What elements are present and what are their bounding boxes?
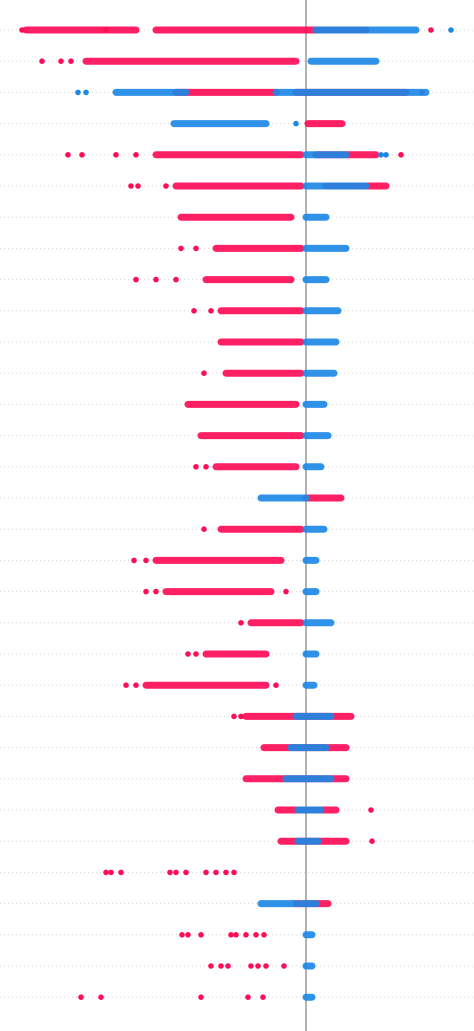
swarm-dot <box>208 308 214 314</box>
swarm-dot <box>383 152 389 158</box>
swarm-dot <box>178 245 184 252</box>
swarm-dot <box>143 588 149 595</box>
swarm-dot <box>131 557 137 564</box>
swarm-dot <box>231 713 237 720</box>
swarm-dot <box>203 869 209 876</box>
swarm-dot <box>179 932 185 938</box>
swarm-dot <box>143 557 149 564</box>
swarm-dot <box>368 807 374 813</box>
swarm-dot <box>193 464 199 470</box>
swarm-dot <box>65 152 71 158</box>
swarm-dot <box>193 245 199 252</box>
swarm-dot <box>173 869 179 876</box>
swarm-dot <box>183 869 189 876</box>
swarm-dot <box>103 27 109 33</box>
swarm-dot <box>118 869 124 876</box>
swarm-dot <box>19 27 25 33</box>
swarm-dot <box>398 152 404 158</box>
swarm-dot <box>213 869 219 876</box>
swarm-dot <box>113 152 119 158</box>
swarm-dot <box>293 120 299 127</box>
swarm-dot <box>218 963 224 969</box>
swarm-dot <box>193 651 199 657</box>
swarm-dot <box>185 651 191 657</box>
swarm-dot <box>231 869 237 876</box>
swarm-dot <box>135 183 141 189</box>
swarm-dot <box>163 183 169 189</box>
swarm-dot <box>98 994 104 1000</box>
swarm-dot <box>369 838 375 844</box>
swarm-dot <box>203 464 209 470</box>
swarm-dot <box>253 932 259 938</box>
swarm-dot <box>283 588 289 595</box>
swarm-dot <box>238 713 244 720</box>
swarm-dot <box>273 682 279 688</box>
swarm-dot <box>248 963 254 969</box>
swarm-dot <box>78 994 84 1000</box>
swarm-dot <box>208 963 214 969</box>
swarm-dot <box>79 152 85 158</box>
swarm-dot <box>191 308 197 314</box>
swarm-dot <box>83 89 89 96</box>
swarm-dot <box>128 183 134 189</box>
swarm-dot <box>103 869 109 876</box>
swarm-dot <box>448 27 454 33</box>
swarm-dot <box>245 994 251 1000</box>
swarm-dot <box>233 932 239 938</box>
swarm-dot <box>133 682 139 688</box>
swarm-dot <box>255 963 261 969</box>
swarm-dot <box>75 89 81 96</box>
swarm-dot <box>167 869 173 876</box>
swarm-dot <box>153 276 159 283</box>
swarm-dot <box>123 682 129 688</box>
swarm-dot <box>263 963 269 969</box>
swarm-dot <box>133 152 139 158</box>
swarm-dot <box>68 58 74 64</box>
swarm-dot <box>260 994 266 1000</box>
swarm-dot <box>223 869 229 876</box>
swarm-dot <box>185 932 191 938</box>
swarm-dot <box>153 588 159 595</box>
swarm-dot <box>201 370 207 377</box>
swarm-dot <box>39 58 45 64</box>
swarm-dot <box>428 27 434 33</box>
swarm-dot <box>133 276 139 283</box>
swarm-dot <box>238 620 244 626</box>
swarm-dot <box>243 932 249 938</box>
swarm-dot <box>58 58 64 64</box>
swarm-dot <box>261 932 267 938</box>
swarm-dot <box>378 152 384 158</box>
swarm-dot <box>201 526 207 532</box>
swarm-dot <box>225 963 231 969</box>
swarm-dot <box>281 963 287 969</box>
swarm-dot <box>198 994 204 1000</box>
swarm-dot <box>108 869 114 876</box>
swarm-dot <box>173 276 179 283</box>
swarm-dot <box>228 932 234 938</box>
swarm-dot <box>198 932 204 938</box>
